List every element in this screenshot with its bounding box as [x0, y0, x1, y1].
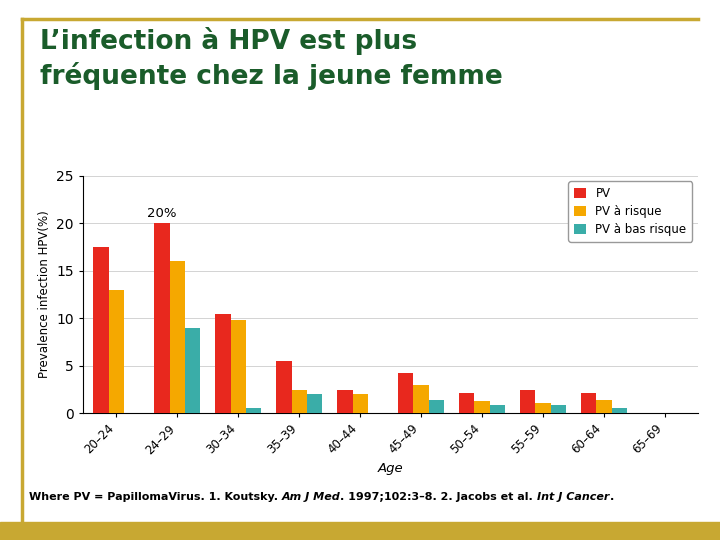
Bar	[337, 390, 353, 413]
Bar	[398, 373, 413, 413]
Bar	[94, 247, 109, 413]
Bar	[154, 223, 170, 413]
Bar	[276, 361, 292, 413]
Bar	[0, 522, 720, 540]
Bar	[490, 404, 505, 413]
Bar	[536, 403, 551, 413]
Text: Am J Med: Am J Med	[282, 492, 341, 503]
Text: L’infection à HPV est plus
fréquente chez la jeune femme: L’infection à HPV est plus fréquente che…	[40, 27, 503, 90]
Bar	[230, 320, 246, 413]
Bar	[215, 314, 230, 413]
Bar	[307, 394, 322, 413]
Text: Where PV = PapillomaVirus. 1. Koutsky.: Where PV = PapillomaVirus. 1. Koutsky.	[29, 492, 282, 503]
Bar	[109, 289, 124, 413]
Bar	[596, 400, 611, 413]
Bar	[246, 408, 261, 413]
Text: . 1997;102:3–8. 2. Jacobs et al.: . 1997;102:3–8. 2. Jacobs et al.	[341, 492, 537, 503]
Bar	[292, 390, 307, 413]
Bar	[581, 393, 596, 413]
Bar	[459, 393, 474, 413]
Y-axis label: Prevalence infection HPV(%): Prevalence infection HPV(%)	[37, 211, 50, 378]
Bar	[520, 390, 536, 413]
Bar	[474, 401, 490, 413]
Text: .: .	[609, 492, 613, 503]
Bar	[170, 261, 185, 413]
X-axis label: Age: Age	[378, 462, 403, 475]
Bar	[413, 384, 428, 413]
Text: Int J Cancer: Int J Cancer	[537, 492, 609, 503]
Bar	[353, 394, 368, 413]
Legend: PV, PV à risque, PV à bas risque: PV, PV à risque, PV à bas risque	[568, 181, 693, 242]
Bar	[551, 404, 566, 413]
Bar	[428, 400, 444, 413]
Text: 20%: 20%	[148, 207, 177, 220]
Bar	[185, 328, 200, 413]
Bar	[611, 408, 627, 413]
